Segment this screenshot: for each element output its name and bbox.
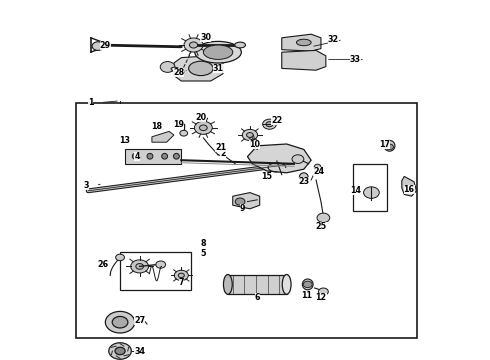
Circle shape xyxy=(235,198,245,205)
Text: 12: 12 xyxy=(316,292,326,302)
Bar xyxy=(125,149,181,164)
Circle shape xyxy=(115,347,125,355)
Circle shape xyxy=(105,311,135,333)
Polygon shape xyxy=(402,176,416,196)
Bar xyxy=(353,164,387,211)
Circle shape xyxy=(174,270,188,280)
Ellipse shape xyxy=(235,42,245,48)
Circle shape xyxy=(131,260,148,273)
Text: 31: 31 xyxy=(213,64,223,73)
Text: 16: 16 xyxy=(404,185,415,194)
Text: 18: 18 xyxy=(151,122,162,131)
Text: 2: 2 xyxy=(220,149,226,158)
Ellipse shape xyxy=(171,67,180,72)
Circle shape xyxy=(178,273,184,278)
Bar xyxy=(76,103,416,338)
Ellipse shape xyxy=(189,61,213,76)
Circle shape xyxy=(246,132,253,138)
Circle shape xyxy=(266,122,273,127)
Text: 32: 32 xyxy=(328,35,339,44)
Ellipse shape xyxy=(223,275,232,294)
Circle shape xyxy=(199,125,207,131)
Ellipse shape xyxy=(203,45,233,59)
Ellipse shape xyxy=(132,153,138,159)
Ellipse shape xyxy=(299,173,308,181)
Text: 11: 11 xyxy=(301,291,312,300)
Circle shape xyxy=(242,129,258,141)
Circle shape xyxy=(116,254,124,261)
Ellipse shape xyxy=(162,153,168,159)
Ellipse shape xyxy=(173,153,179,159)
Text: 7: 7 xyxy=(178,278,184,287)
Text: 21: 21 xyxy=(215,143,226,152)
Ellipse shape xyxy=(147,153,153,159)
Text: 6: 6 xyxy=(254,292,260,302)
Ellipse shape xyxy=(302,279,313,290)
Text: 9: 9 xyxy=(240,204,245,213)
Text: 28: 28 xyxy=(173,68,184,77)
Text: 10: 10 xyxy=(249,140,260,149)
Text: 5: 5 xyxy=(200,249,206,258)
Circle shape xyxy=(156,261,166,268)
Circle shape xyxy=(318,288,328,295)
Circle shape xyxy=(180,130,188,136)
Circle shape xyxy=(303,281,312,288)
Text: 24: 24 xyxy=(313,166,324,176)
Circle shape xyxy=(184,38,203,52)
Ellipse shape xyxy=(195,41,242,63)
Circle shape xyxy=(190,42,197,48)
Text: 27: 27 xyxy=(134,316,145,325)
Text: 14: 14 xyxy=(350,186,361,195)
Circle shape xyxy=(109,343,131,359)
Bar xyxy=(228,275,287,294)
Ellipse shape xyxy=(296,39,311,46)
Bar xyxy=(120,252,191,290)
Polygon shape xyxy=(233,193,260,209)
Text: 25: 25 xyxy=(316,222,326,231)
Ellipse shape xyxy=(282,275,291,294)
Circle shape xyxy=(386,144,393,150)
Ellipse shape xyxy=(314,164,321,171)
Text: 33: 33 xyxy=(350,55,361,64)
Text: 17: 17 xyxy=(379,140,390,149)
Circle shape xyxy=(292,155,304,163)
Text: 13: 13 xyxy=(120,136,130,145)
Ellipse shape xyxy=(384,140,395,151)
Circle shape xyxy=(160,62,175,72)
Polygon shape xyxy=(282,50,326,70)
Text: 1: 1 xyxy=(88,98,94,107)
Text: 8: 8 xyxy=(200,239,206,248)
Polygon shape xyxy=(247,144,311,173)
Text: 29: 29 xyxy=(100,41,111,50)
Text: 4: 4 xyxy=(134,152,140,161)
Text: 23: 23 xyxy=(298,177,309,186)
Text: 26: 26 xyxy=(98,260,108,269)
Text: 15: 15 xyxy=(262,172,272,181)
Text: 22: 22 xyxy=(271,116,282,125)
Circle shape xyxy=(112,316,128,328)
Polygon shape xyxy=(174,56,223,81)
Circle shape xyxy=(195,121,212,134)
Text: 20: 20 xyxy=(196,112,206,122)
Circle shape xyxy=(364,187,379,198)
Text: 34: 34 xyxy=(134,346,145,356)
Text: 19: 19 xyxy=(173,120,184,129)
Circle shape xyxy=(317,213,330,222)
Text: 3: 3 xyxy=(83,181,89,190)
Text: 30: 30 xyxy=(200,33,211,42)
Polygon shape xyxy=(152,131,174,142)
Circle shape xyxy=(92,42,104,50)
Circle shape xyxy=(263,119,276,129)
Polygon shape xyxy=(282,34,321,51)
Circle shape xyxy=(136,264,144,269)
